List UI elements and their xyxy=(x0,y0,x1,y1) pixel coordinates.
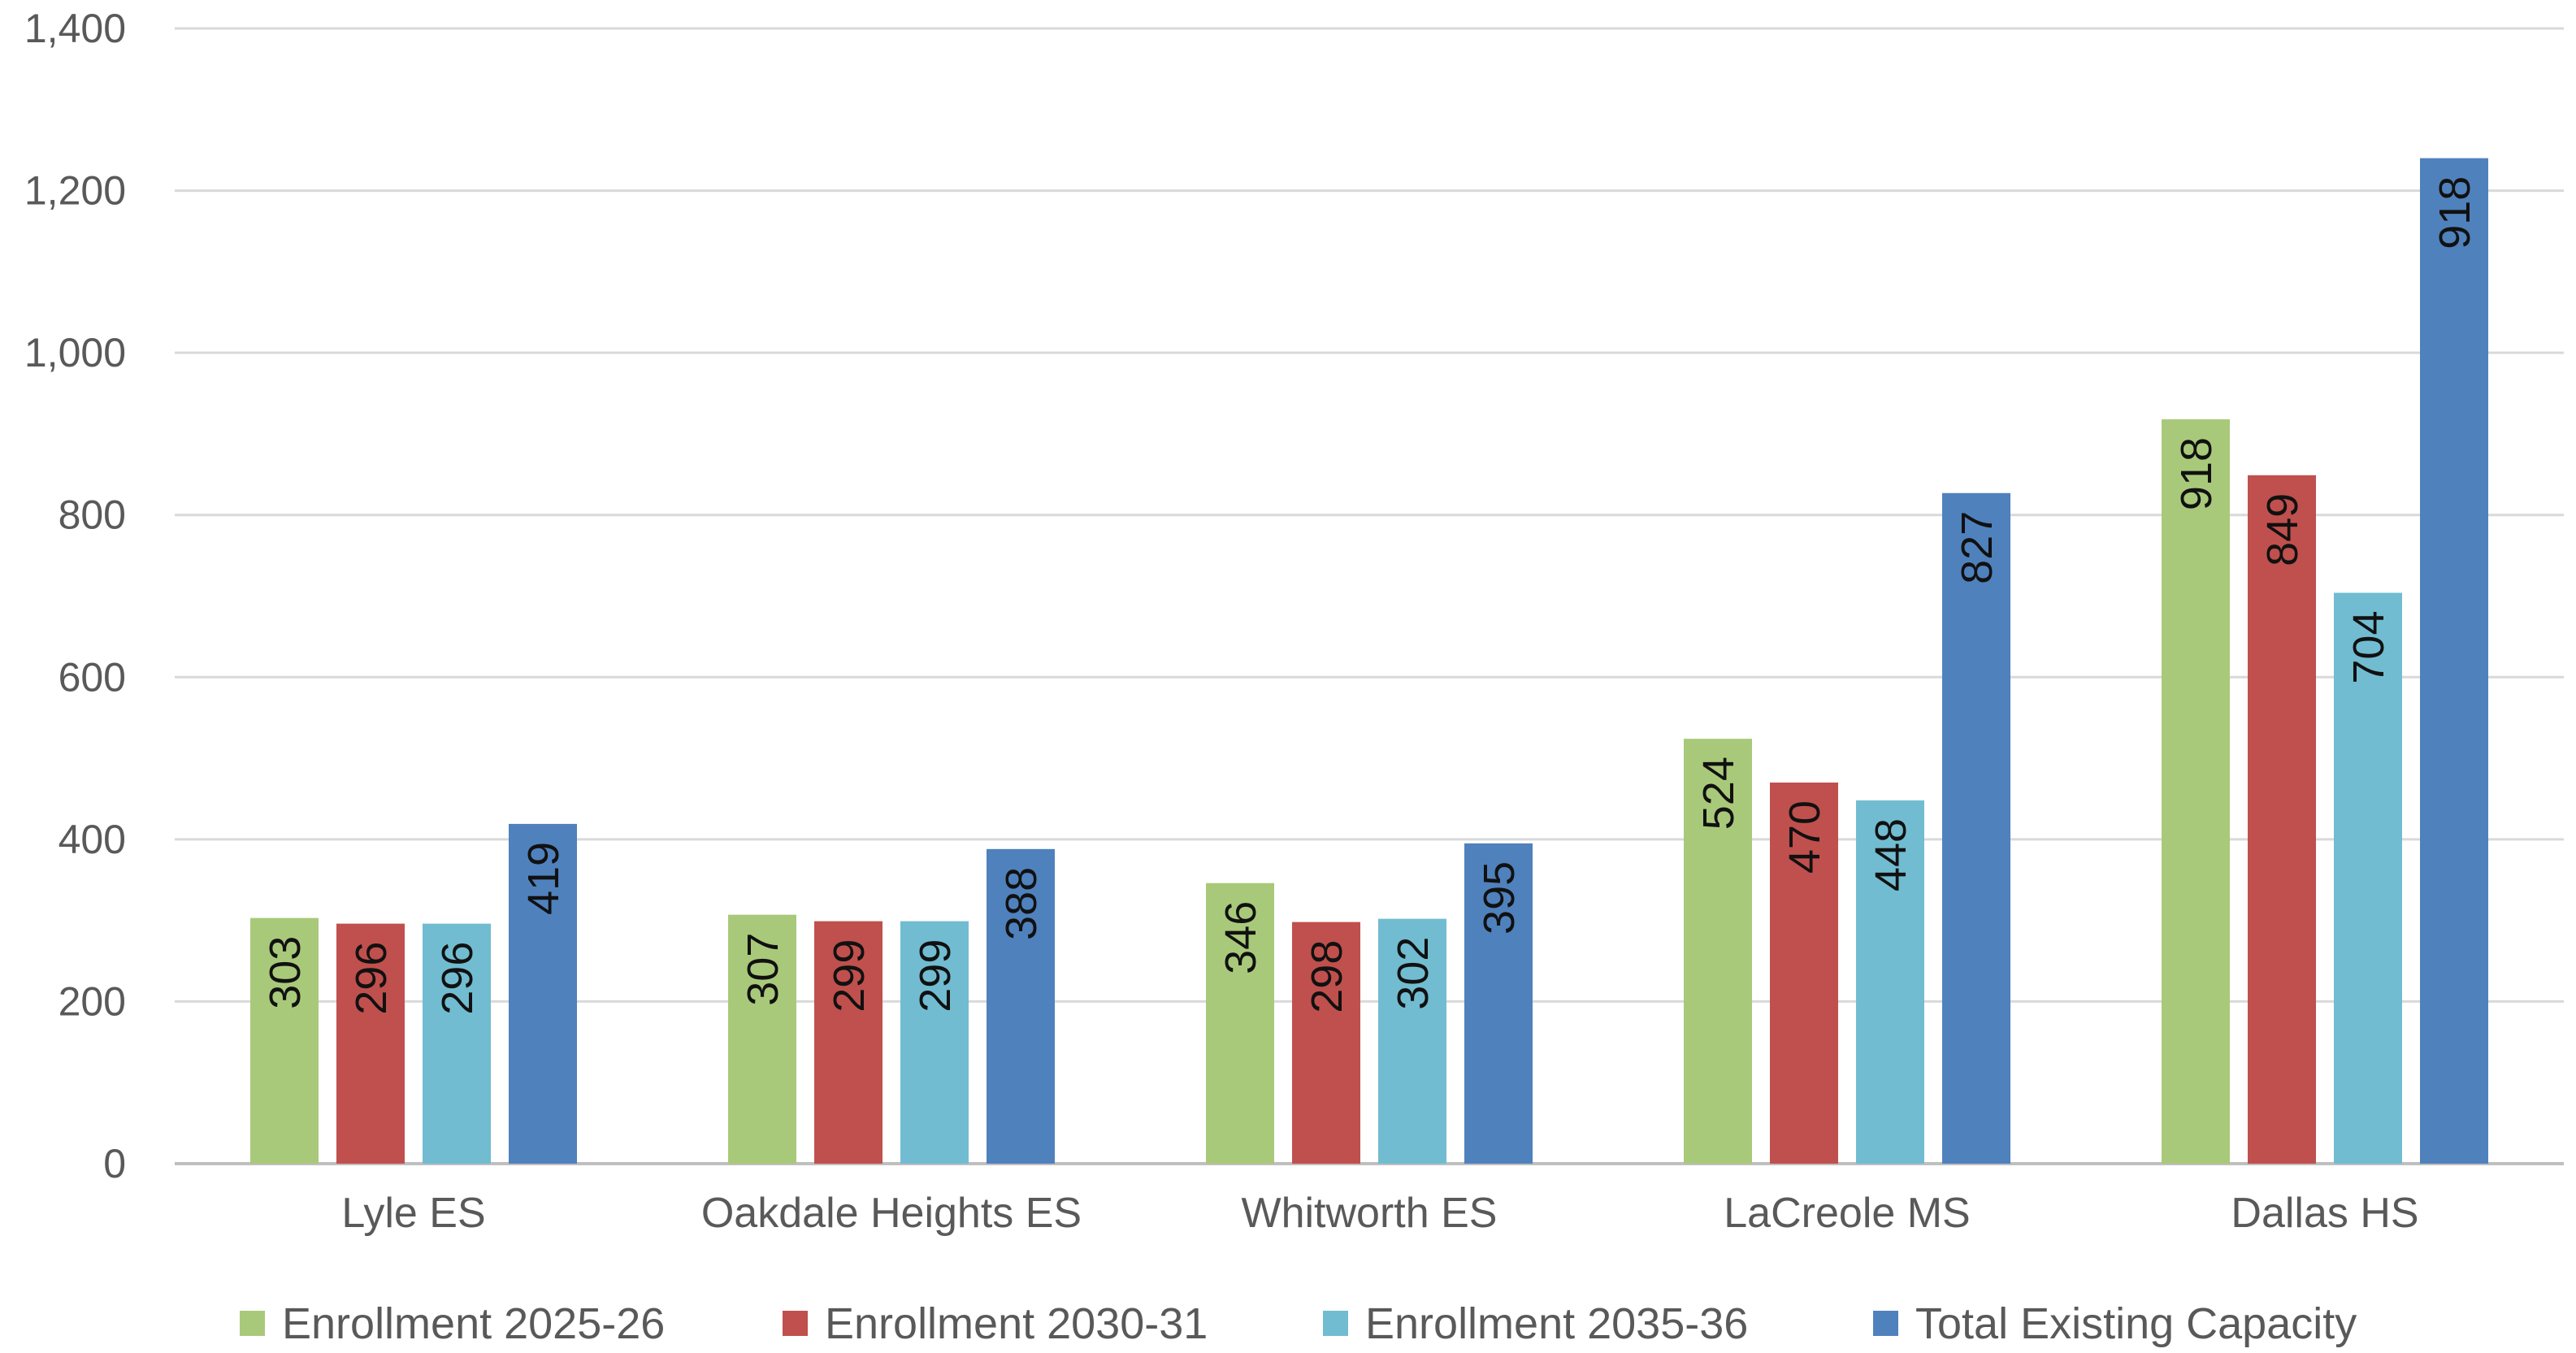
bar xyxy=(1464,843,1533,1164)
y-tick-label: 200 xyxy=(59,978,126,1024)
y-tick-label: 800 xyxy=(59,492,126,538)
data-label: 470 xyxy=(1780,800,1829,874)
data-label: 296 xyxy=(347,942,396,1015)
bar xyxy=(728,914,796,1164)
data-label: 918 xyxy=(2431,176,2479,249)
bar xyxy=(423,923,491,1164)
bar xyxy=(250,917,319,1164)
y-tick-label: 1,200 xyxy=(24,168,126,214)
x-category-label: Dallas HS xyxy=(2231,1190,2418,1237)
bar xyxy=(336,923,405,1164)
bar xyxy=(1684,739,1752,1164)
bar xyxy=(987,848,1055,1164)
bar xyxy=(1292,922,1360,1164)
bar xyxy=(1206,882,1274,1164)
x-category-label: LaCreole MS xyxy=(1724,1190,1970,1237)
bars xyxy=(250,158,2488,1164)
data-label: 704 xyxy=(2344,611,2393,684)
data-label: 524 xyxy=(1694,757,1743,830)
x-category-label: Whitworth ES xyxy=(1242,1190,1498,1237)
y-axis-tick-labels: 0 200 400 600 800 1,000 1,200 1,400 xyxy=(24,6,126,1186)
y-tick-label: 1,400 xyxy=(24,6,126,51)
legend-swatch xyxy=(1873,1311,1898,1336)
data-label: 296 xyxy=(433,942,482,1015)
legend: Enrollment 2025-26 Enrollment 2030-31 Enro… xyxy=(240,1299,2357,1348)
data-label: 849 xyxy=(2258,493,2307,566)
data-label: 388 xyxy=(997,867,1046,940)
x-category-label: Oakdale Heights ES xyxy=(701,1190,1082,1237)
data-label: 448 xyxy=(1867,818,1915,891)
bar xyxy=(900,921,969,1164)
y-tick-label: 400 xyxy=(59,817,126,862)
data-label: 395 xyxy=(1475,861,1524,935)
legend-label: Total Existing Capacity xyxy=(1915,1299,2357,1348)
legend-swatch xyxy=(1323,1311,1348,1336)
data-label: 307 xyxy=(739,933,787,1006)
x-category-label: Lyle ES xyxy=(341,1190,485,1237)
legend-label: Enrollment 2030-31 xyxy=(825,1299,1208,1348)
data-label: 303 xyxy=(261,936,310,1009)
y-tick-label: 600 xyxy=(59,654,126,700)
legend-swatch xyxy=(783,1311,808,1336)
data-label: 302 xyxy=(1389,937,1438,1010)
data-label: 827 xyxy=(1953,511,2001,584)
data-label: 346 xyxy=(1216,901,1265,974)
data-label: 918 xyxy=(2172,437,2221,510)
data-label: 298 xyxy=(1303,940,1351,1013)
bar xyxy=(2248,475,2316,1164)
bar xyxy=(814,921,883,1164)
x-axis-category-labels: Lyle ES Oakdale Heights ES Whitworth ES LaC… xyxy=(341,1190,2418,1237)
bar xyxy=(1856,800,1924,1164)
data-label: 299 xyxy=(825,939,874,1013)
y-tick-label: 0 xyxy=(103,1141,126,1186)
legend-label: Enrollment 2025-26 xyxy=(282,1299,665,1348)
y-tick-label: 1,000 xyxy=(24,330,126,375)
bar xyxy=(509,823,577,1164)
bar xyxy=(2334,592,2402,1164)
data-labels: 303 296 296 419 307 299 299 388 346 298 302 395 524 4… xyxy=(261,176,2479,1015)
bar xyxy=(2420,158,2488,1164)
legend-swatch xyxy=(240,1311,265,1336)
bar xyxy=(2162,418,2230,1164)
legend-label: Enrollment 2035-36 xyxy=(1365,1299,1748,1348)
bar xyxy=(1942,492,2010,1164)
data-label: 299 xyxy=(911,939,960,1013)
data-label: 419 xyxy=(519,842,568,915)
bar xyxy=(1770,783,1838,1164)
bar xyxy=(1378,918,1446,1164)
